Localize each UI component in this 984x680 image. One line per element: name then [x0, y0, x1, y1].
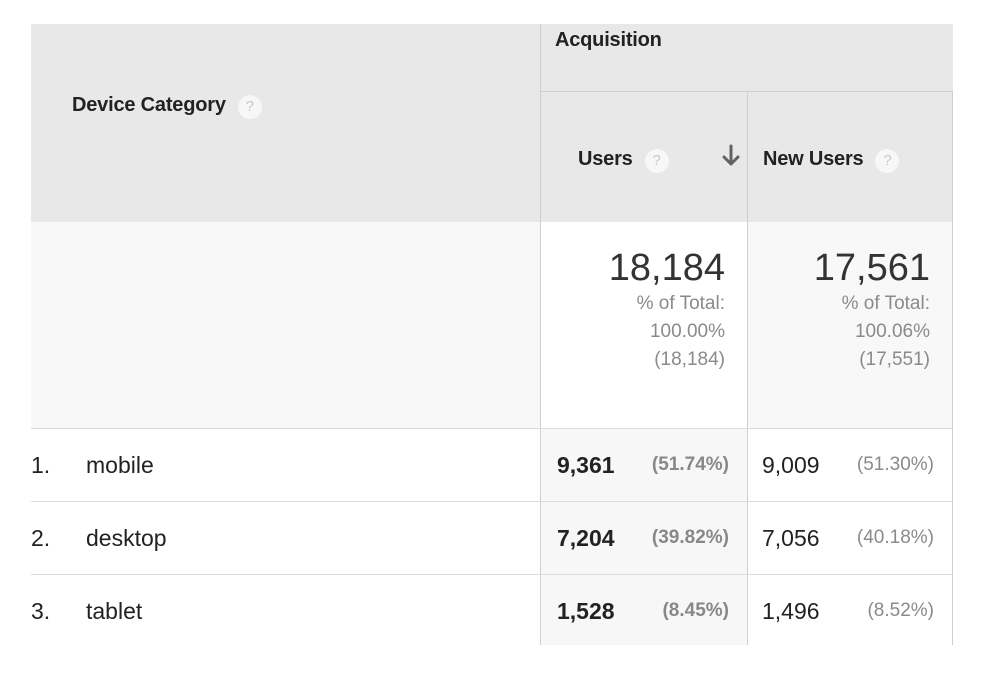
acquisition-group-header: Acquisition — [540, 24, 953, 92]
users-total-value: 18,184 — [608, 247, 725, 289]
new-users-total-cell: 17,561 % of Total: 100.06% (17,551) — [747, 222, 953, 428]
table-row: 2. desktop 7,204 (39.82%) 7,056 (40.18%) — [31, 502, 953, 575]
new-users-cell: 7,056 (40.18%) — [747, 502, 953, 574]
new-users-total-value: 17,561 — [813, 247, 930, 289]
new-users-value: 7,056 — [762, 525, 820, 551]
users-percent: (39.82%) — [651, 527, 729, 548]
users-column-header[interactable]: Users? — [540, 92, 747, 222]
help-icon[interactable]: ? — [644, 148, 669, 173]
users-total-cell: 18,184 % of Total: 100.00% (18,184) — [540, 222, 747, 428]
users-total-pct-value: 100.00% — [649, 321, 725, 342]
help-icon[interactable]: ? — [875, 148, 900, 173]
new-users-total-pct-value: 100.06% — [854, 321, 930, 342]
row-index: 1. — [31, 452, 51, 478]
users-column-label: Users — [578, 148, 633, 170]
new-users-total-of-total: (17,551) — [859, 349, 930, 370]
new-users-percent: (51.30%) — [856, 454, 934, 475]
new-users-column-label: New Users — [763, 148, 864, 170]
users-value: 7,204 — [557, 525, 615, 551]
dimension-header[interactable]: Device Category? — [31, 24, 540, 222]
new-users-cell: 9,009 (51.30%) — [747, 429, 953, 501]
table-header: Device Category? Acquisition Users? New … — [31, 24, 953, 222]
totals-row: 18,184 % of Total: 100.00% (18,184) 17,5… — [31, 222, 953, 429]
users-percent: (51.74%) — [651, 454, 729, 475]
users-total-pct-label: % of Total: — [636, 293, 725, 314]
device-category-link[interactable]: desktop — [86, 525, 167, 551]
arrow-down-icon[interactable] — [721, 144, 741, 168]
table-row: 1. mobile 9,361 (51.74%) 9,009 (51.30%) — [31, 429, 953, 502]
new-users-cell: 1,496 (8.52%) — [747, 575, 953, 645]
help-icon[interactable]: ? — [237, 94, 262, 119]
new-users-value: 9,009 — [762, 452, 820, 478]
users-cell: 9,361 (51.74%) — [540, 429, 747, 501]
table-row: 3. tablet 1,528 (8.45%) 1,496 (8.52%) — [31, 575, 953, 645]
new-users-column-header[interactable]: New Users? — [747, 92, 953, 222]
dimension-header-label: Device Category — [72, 94, 226, 116]
device-category-link[interactable]: tablet — [86, 598, 143, 624]
new-users-total-pct-label: % of Total: — [841, 293, 930, 314]
table-body: 1. mobile 9,361 (51.74%) 9,009 (51.30%) … — [31, 429, 953, 645]
users-value: 9,361 — [557, 452, 615, 478]
report-table: Device Category? Acquisition Users? New … — [31, 24, 953, 645]
new-users-percent: (40.18%) — [856, 527, 934, 548]
users-percent: (8.45%) — [662, 600, 729, 621]
users-cell: 1,528 (8.45%) — [540, 575, 747, 645]
users-cell: 7,204 (39.82%) — [540, 502, 747, 574]
row-index: 3. — [31, 598, 51, 624]
device-category-link[interactable]: mobile — [86, 452, 154, 478]
users-total-of-total: (18,184) — [654, 349, 725, 370]
row-index: 2. — [31, 525, 51, 551]
new-users-percent: (8.52%) — [867, 600, 934, 621]
users-value: 1,528 — [557, 598, 615, 624]
new-users-value: 1,496 — [762, 598, 820, 624]
acquisition-group-label: Acquisition — [555, 29, 662, 51]
